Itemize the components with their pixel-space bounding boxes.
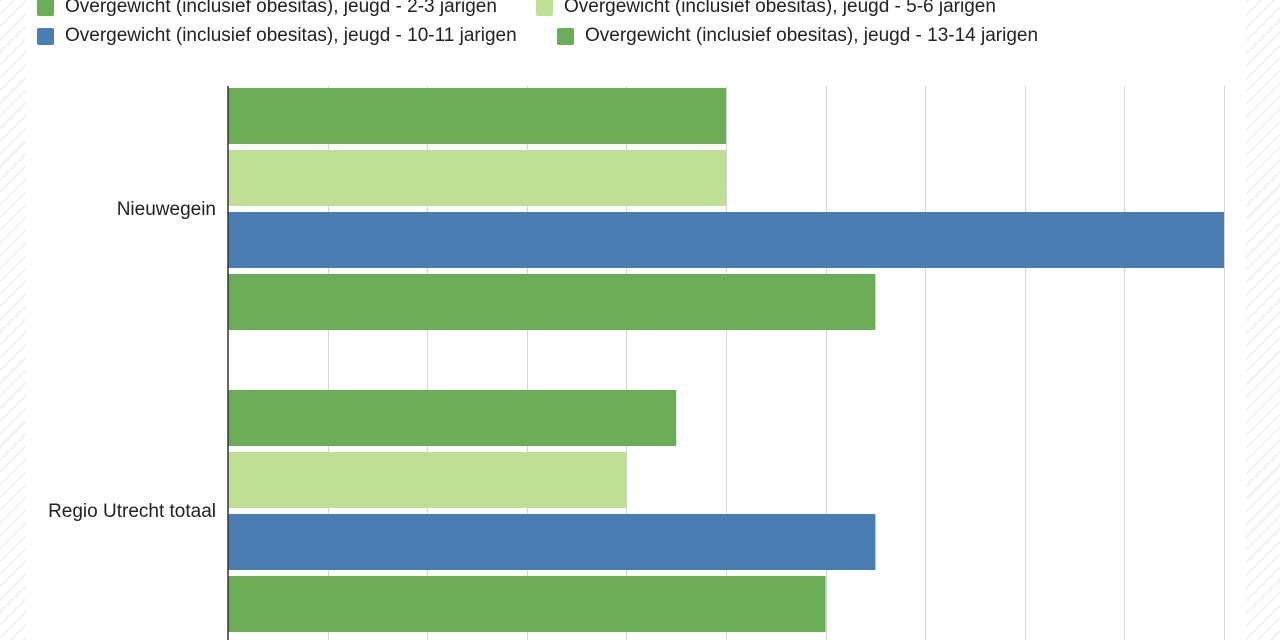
bar-nieuwegein-series-3[interactable] (228, 212, 1224, 268)
legend-swatch (37, 27, 54, 45)
legend-item-10-11-jarigen[interactable]: Overgewicht (inclusief obesitas), jeugd … (37, 24, 517, 48)
legend-item-13-14-jarigen[interactable]: Overgewicht (inclusief obesitas), jeugd … (557, 24, 1038, 48)
legend-item-2-3-jarigen[interactable]: Overgewicht (inclusief obesitas), jeugd … (37, 0, 497, 19)
legend-swatch (37, 0, 54, 16)
bar-nieuwegein-series-2[interactable] (228, 150, 726, 206)
legend-label: Overgewicht (inclusief obesitas), jeugd … (65, 0, 497, 17)
bar-nieuwegein-series-1[interactable] (228, 88, 726, 144)
legend-swatch (557, 27, 574, 45)
category-label: Nieuwegein (117, 199, 216, 220)
bar-regio-utrecht-totaal-series-1[interactable] (228, 390, 677, 446)
category-labels: Nieuwegein Regio Utrecht totaal (48, 199, 216, 522)
bar-nieuwegein-series-4[interactable] (228, 274, 876, 330)
legend-label: Overgewicht (inclusief obesitas), jeugd … (564, 0, 996, 17)
chart-legend: Overgewicht (inclusief obesitas), jeugd … (0, 0, 1280, 60)
bars (228, 88, 1224, 632)
bar-regio-utrecht-totaal-series-4[interactable] (228, 576, 826, 632)
bar-regio-utrecht-totaal-series-2[interactable] (228, 452, 627, 508)
bar-regio-utrecht-totaal-series-3[interactable] (228, 514, 876, 570)
category-label: Regio Utrecht totaal (48, 501, 216, 522)
legend-label: Overgewicht (inclusief obesitas), jeugd … (65, 25, 517, 46)
legend-label: Overgewicht (inclusief obesitas), jeugd … (585, 25, 1039, 46)
legend-swatch (536, 0, 553, 16)
legend-item-5-6-jarigen[interactable]: Overgewicht (inclusief obesitas), jeugd … (536, 0, 996, 19)
